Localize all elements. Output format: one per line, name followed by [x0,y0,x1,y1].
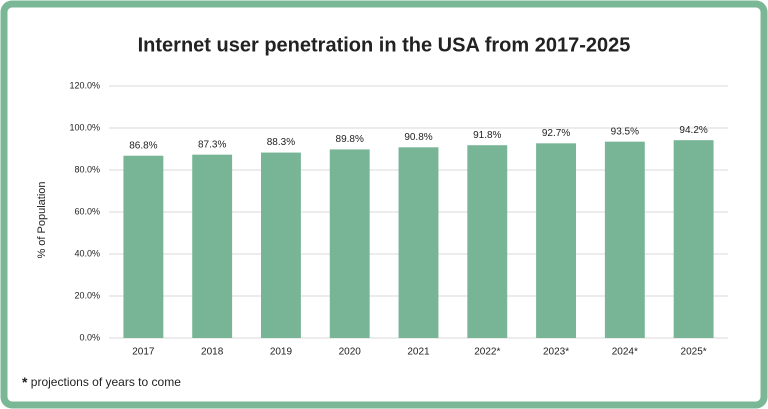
value-label: 86.8% [129,140,157,151]
x-tick-label: 2024* [612,347,638,358]
bar [536,143,577,338]
y-tick-label: 80.0% [74,164,100,174]
bar [398,147,439,338]
bar [467,145,508,338]
bar [260,152,301,338]
value-label: 90.8% [404,132,432,143]
y-tick-label: 120.0% [69,80,100,90]
bar [123,155,164,338]
value-label: 92.7% [542,128,570,139]
footnote-text: projections of years to come [31,375,181,389]
y-tick-label: 60.0% [74,206,100,216]
bar [192,154,233,338]
y-tick-label: 40.0% [74,248,100,258]
x-tick-label: 2021 [407,347,430,358]
footnote: * projections of years to come [22,374,181,390]
footnote-marker: * [22,374,28,390]
chart-title: Internet user penetration in the USA fro… [138,34,631,56]
x-tick-label: 2020 [339,347,362,358]
y-tick-label: 100.0% [69,122,100,132]
bar [604,141,645,338]
bar [673,140,714,338]
x-tick-label: 2023* [543,347,569,358]
value-label: 89.8% [336,134,364,145]
value-label: 88.3% [267,137,295,148]
value-label: 87.3% [198,139,226,150]
y-axis-label: % of Population [36,181,48,258]
value-label: 94.2% [679,125,707,136]
x-tick-label: 2022* [474,347,500,358]
x-tick-label: 2017 [132,347,155,358]
y-tick-label: 0.0% [79,332,100,342]
bar [329,149,370,338]
y-tick-label: 20.0% [74,290,100,300]
x-tick-label: 2019 [270,347,293,358]
value-label: 93.5% [611,126,639,137]
x-tick-label: 2018 [201,347,224,358]
value-label: 91.8% [473,130,501,141]
x-tick-label: 2025* [681,347,707,358]
